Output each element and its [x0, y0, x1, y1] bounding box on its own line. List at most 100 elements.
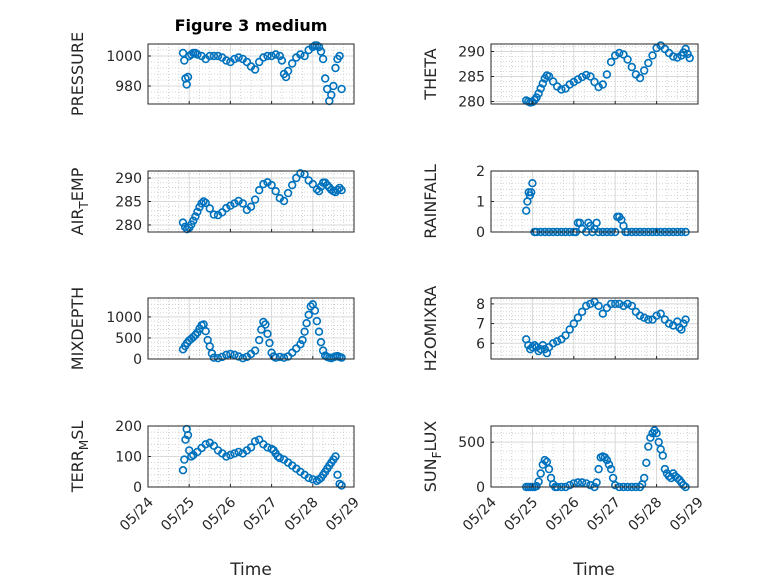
data-point	[197, 199, 206, 208]
data-point	[238, 199, 248, 208]
data-point	[275, 51, 284, 61]
data-point	[639, 473, 649, 483]
data-point	[652, 429, 661, 438]
data-point	[234, 53, 243, 62]
data-point	[267, 51, 276, 61]
data-point	[201, 198, 210, 208]
x-axis-label-left: Time	[229, 560, 272, 580]
data-point	[318, 346, 328, 355]
y-tick-label: 6	[476, 336, 485, 352]
data-point	[668, 52, 678, 61]
data-point	[623, 299, 632, 309]
y-tick-label: 0	[476, 480, 485, 496]
data-point	[255, 435, 264, 444]
data-point	[608, 473, 618, 483]
y-tick-label: 1000	[106, 49, 142, 65]
data-point	[654, 437, 663, 447]
data-point	[265, 338, 274, 348]
data-point	[263, 329, 272, 338]
y-tick-label: 1	[476, 195, 485, 211]
x-tick-label: 05/27	[584, 495, 624, 535]
data-point	[193, 50, 202, 59]
data-point	[209, 353, 219, 362]
data-point	[548, 77, 558, 86]
data-point	[552, 337, 562, 346]
x-tick-label: 05/26	[199, 494, 239, 534]
data-point	[283, 66, 293, 76]
data-point	[230, 54, 239, 64]
data-point	[530, 341, 539, 350]
data-point	[246, 202, 256, 211]
data-point	[526, 188, 536, 197]
y-axis-label: SUNFLUX	[421, 421, 444, 493]
y-tick-label: 200	[115, 419, 142, 435]
data-point	[577, 307, 587, 316]
data-point	[292, 173, 301, 183]
subplot-sun-flux: 0 500 05/24 05/25 05/26 05/27 05/28 05/29 SUNFLU…	[421, 421, 707, 535]
data-point	[569, 319, 578, 328]
data-point	[213, 51, 223, 61]
y-tick-label: 290	[458, 45, 485, 61]
data-point	[183, 72, 193, 82]
y-tick-label: 2	[476, 164, 485, 180]
data-point	[615, 299, 624, 309]
data-point	[652, 311, 661, 320]
x-tick-label: 05/24	[460, 494, 500, 534]
y-axis-label: AIRTEMP	[68, 167, 91, 235]
data-point	[573, 313, 583, 322]
data-point	[255, 186, 264, 195]
x-tick-label: 05/29	[667, 495, 707, 535]
data-point	[679, 481, 688, 490]
data-point	[246, 443, 256, 452]
data-point	[230, 350, 239, 359]
data-point	[540, 455, 549, 465]
data-point	[304, 473, 313, 483]
x-axis-label-right: Time	[572, 560, 615, 580]
y-tick-label: 285	[115, 195, 142, 211]
data-point	[581, 70, 591, 80]
data-point	[180, 455, 189, 464]
data-point	[296, 169, 305, 178]
data-point	[323, 180, 332, 190]
axes-frame	[490, 43, 699, 105]
data-point	[648, 51, 657, 60]
axes-frame	[490, 297, 699, 360]
data-point	[592, 478, 601, 487]
data-point	[257, 325, 266, 334]
data-point	[329, 81, 338, 91]
x-tick-label: 05/25	[158, 495, 198, 535]
data-point	[565, 325, 574, 334]
data-point	[644, 442, 653, 451]
data-point	[182, 80, 191, 89]
data-point	[304, 310, 313, 319]
y-tick-label: 285	[458, 70, 485, 86]
data-point	[222, 203, 231, 213]
data-point	[604, 460, 614, 469]
data-point	[544, 464, 554, 474]
data-point	[615, 48, 624, 58]
data-point	[606, 299, 616, 309]
data-point	[619, 50, 628, 59]
y-tick-label: 500	[115, 331, 142, 347]
data-point	[298, 335, 307, 345]
data-point	[314, 327, 324, 336]
subplot-h2omixra: 6 7 8 H2OMIXRA	[421, 286, 699, 371]
data-point	[226, 201, 235, 210]
data-point	[660, 464, 670, 474]
data-point	[335, 51, 344, 61]
y-tick-label: 290	[115, 171, 142, 187]
data-point	[602, 70, 612, 79]
data-point	[673, 53, 682, 62]
data-point	[279, 353, 289, 362]
data-point	[594, 464, 603, 474]
data-point	[205, 204, 215, 213]
data-point	[183, 430, 193, 440]
data-point	[209, 51, 219, 61]
data-point	[234, 352, 243, 361]
data-point	[271, 187, 280, 196]
data-point	[222, 452, 231, 461]
data-point	[234, 196, 243, 206]
data-point	[230, 199, 239, 208]
